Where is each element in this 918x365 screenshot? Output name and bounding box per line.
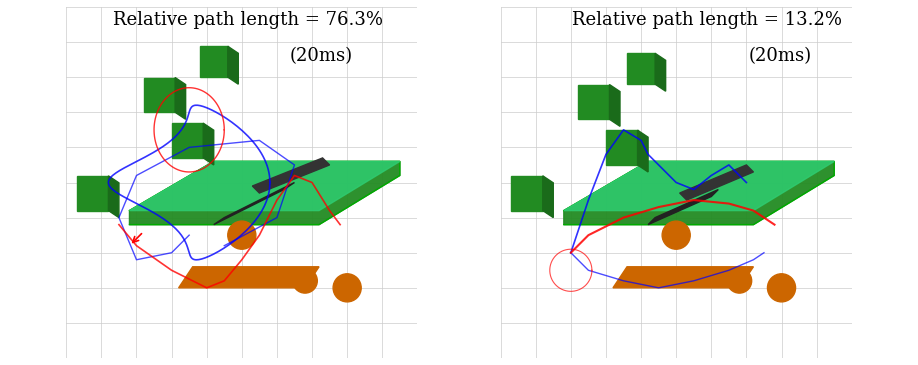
Polygon shape	[214, 182, 295, 224]
Circle shape	[293, 269, 318, 293]
Polygon shape	[228, 46, 239, 84]
Bar	[200, 46, 228, 77]
Polygon shape	[543, 176, 554, 218]
Bar	[577, 85, 610, 119]
Polygon shape	[655, 53, 666, 91]
Polygon shape	[613, 267, 754, 288]
Polygon shape	[203, 123, 214, 165]
Text: Relative path length = 13.2%: Relative path length = 13.2%	[572, 11, 842, 29]
Bar	[511, 176, 543, 211]
Bar	[627, 53, 655, 84]
Polygon shape	[648, 189, 718, 224]
Text: Relative path length = 76.3%: Relative path length = 76.3%	[113, 11, 383, 29]
Polygon shape	[638, 130, 648, 172]
Bar	[172, 123, 203, 158]
Polygon shape	[179, 267, 319, 288]
Polygon shape	[108, 176, 119, 218]
Circle shape	[727, 269, 752, 293]
Circle shape	[662, 221, 690, 249]
Polygon shape	[129, 161, 400, 224]
Circle shape	[228, 221, 256, 249]
Polygon shape	[129, 161, 400, 211]
Polygon shape	[175, 77, 185, 119]
Polygon shape	[564, 161, 834, 211]
Bar	[143, 77, 175, 112]
Text: (20ms): (20ms)	[749, 47, 812, 65]
Polygon shape	[679, 165, 754, 200]
Circle shape	[333, 274, 361, 302]
Bar	[77, 176, 108, 211]
Bar	[606, 130, 638, 165]
Text: (20ms): (20ms)	[290, 47, 353, 65]
Polygon shape	[564, 161, 834, 224]
Polygon shape	[610, 85, 620, 126]
Circle shape	[767, 274, 796, 302]
Polygon shape	[252, 158, 330, 193]
